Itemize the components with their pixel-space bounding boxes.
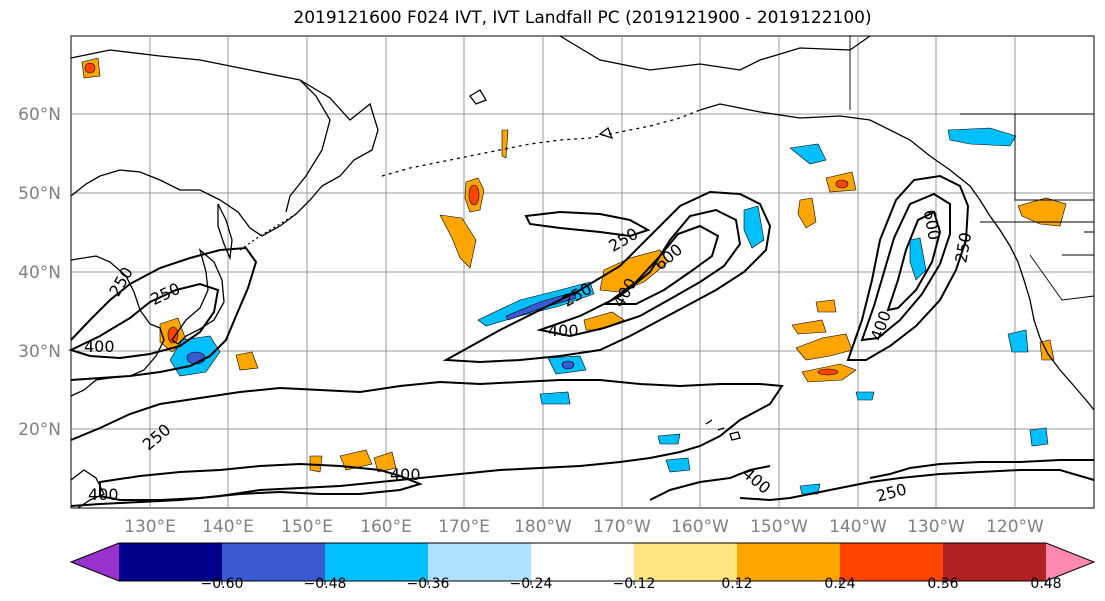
ivt-contour-250 bbox=[524, 210, 651, 238]
negative-anomaly-core bbox=[505, 291, 577, 321]
asia-east-coast bbox=[70, 255, 165, 397]
lat-label: 30°N bbox=[18, 342, 61, 362]
negative-anomaly-area bbox=[799, 483, 821, 495]
alaska-south-coast bbox=[699, 103, 1095, 411]
colorbar-extend-max bbox=[1046, 543, 1094, 581]
contour-label: 400 bbox=[390, 465, 421, 484]
ivt-contours bbox=[68, 174, 1095, 507]
colorbar-segment bbox=[531, 543, 635, 581]
lon-label: 140°E bbox=[202, 517, 254, 537]
positive-anomaly-area bbox=[791, 319, 827, 335]
ivt-contour-250 bbox=[70, 379, 784, 507]
positive-anomaly-area bbox=[501, 129, 509, 159]
colorbar bbox=[69, 542, 1096, 582]
colorbar-segment bbox=[943, 543, 1047, 581]
lon-label: 180°W bbox=[514, 517, 572, 537]
contour-label: 400 bbox=[548, 321, 579, 340]
sakhalin-coastline bbox=[217, 203, 233, 261]
positive-anomaly-area bbox=[599, 249, 669, 293]
ivt-contour-400 bbox=[860, 192, 951, 342]
ivt-contour-400 bbox=[739, 469, 1095, 502]
negative-anomaly-area bbox=[855, 391, 875, 401]
positive-anomaly-core bbox=[468, 184, 480, 206]
ivt-contour-250 bbox=[442, 190, 772, 364]
lon-label: 140°W bbox=[829, 517, 887, 537]
colorbar-segment bbox=[428, 543, 532, 581]
ivt-contour-250 bbox=[846, 174, 970, 361]
hawaii-islands bbox=[705, 419, 741, 441]
longitude-labels: 130°E 140°E 150°E 160°E 170°E 180°W 170°… bbox=[124, 517, 1044, 537]
ivt-contour-250 bbox=[70, 246, 258, 381]
bering-islands bbox=[469, 89, 614, 140]
ivt-anomaly-shading bbox=[81, 57, 1067, 495]
latitude-labels: 60°N 50°N 40°N 30°N 20°N bbox=[18, 105, 61, 440]
ivt-contour-400 bbox=[68, 282, 220, 360]
negative-anomaly-area bbox=[947, 127, 1017, 147]
lat-label: 20°N bbox=[18, 420, 61, 440]
positive-anomaly-area bbox=[339, 449, 373, 471]
alaska-coastline bbox=[559, 35, 871, 71]
negative-anomaly-area bbox=[743, 205, 765, 249]
negative-anomaly-area bbox=[789, 143, 827, 165]
positive-anomaly-core bbox=[835, 179, 849, 189]
lon-label: 150°E bbox=[281, 517, 333, 537]
ivt-contour-600 bbox=[886, 210, 942, 312]
negative-anomaly-area bbox=[909, 237, 927, 281]
asia-coastline bbox=[70, 49, 379, 237]
positive-anomaly-area bbox=[815, 299, 837, 313]
positive-anomaly-area bbox=[439, 214, 477, 269]
positive-anomaly-core bbox=[167, 326, 179, 344]
positive-anomaly-area bbox=[1017, 197, 1067, 227]
colorbar-segment bbox=[325, 543, 429, 581]
kamchatka-coastline bbox=[285, 79, 331, 213]
kuril-islands bbox=[239, 213, 297, 251]
ivt-contour-400 bbox=[99, 462, 424, 501]
lat-label: 50°N bbox=[18, 184, 61, 204]
colorbar-extend-min bbox=[71, 543, 119, 581]
map-title: 2019121600 F024 IVT, IVT Landfall PC (20… bbox=[293, 8, 872, 28]
lon-label: 160°W bbox=[671, 517, 729, 537]
colorbar-segment bbox=[840, 543, 944, 581]
colorbar-segment bbox=[737, 543, 841, 581]
lon-label: 160°E bbox=[360, 517, 412, 537]
canada-border bbox=[849, 36, 1095, 301]
lon-label: 170°W bbox=[593, 517, 651, 537]
positive-anomaly-area bbox=[797, 197, 817, 229]
contour-label: 400 bbox=[84, 337, 115, 356]
lat-label: 60°N bbox=[18, 105, 61, 125]
negative-anomaly-area bbox=[539, 391, 571, 405]
japan-coastline bbox=[171, 248, 225, 345]
positive-anomaly-core bbox=[84, 62, 96, 74]
positive-anomaly-core bbox=[817, 368, 839, 376]
colorbar-segment bbox=[634, 543, 738, 581]
ivt-contour-400 bbox=[536, 208, 742, 338]
negative-anomaly-area bbox=[657, 433, 681, 445]
lon-label: 130°W bbox=[907, 517, 965, 537]
colorbar-segment bbox=[119, 543, 223, 581]
negative-anomaly-core bbox=[561, 360, 575, 370]
lat-label: 40°N bbox=[18, 263, 61, 283]
negative-anomaly-area bbox=[1029, 427, 1049, 447]
coastlines bbox=[70, 35, 1095, 509]
ivt-contour-600 bbox=[602, 224, 720, 305]
lon-label: 130°E bbox=[124, 517, 176, 537]
positive-anomaly-area bbox=[373, 451, 397, 473]
colorbar-ticks: −0.60 −0.48 −0.36 −0.24 −0.12 0.12 0.24 0.36 0.4… bbox=[201, 576, 1062, 592]
contour-label: 400 bbox=[88, 485, 119, 504]
ivt-contour-400 bbox=[649, 465, 771, 501]
positive-anomaly-area bbox=[235, 351, 259, 371]
colorbar-outline bbox=[69, 542, 1096, 582]
lon-label: 120°W bbox=[986, 517, 1044, 537]
negative-anomaly-area bbox=[1007, 329, 1029, 353]
lon-label: 170°E bbox=[438, 517, 490, 537]
colorbar-segment bbox=[222, 543, 326, 581]
lon-label: 150°W bbox=[750, 517, 808, 537]
ivt-contour-250 bbox=[869, 459, 1094, 479]
negative-anomaly-area bbox=[665, 457, 691, 473]
